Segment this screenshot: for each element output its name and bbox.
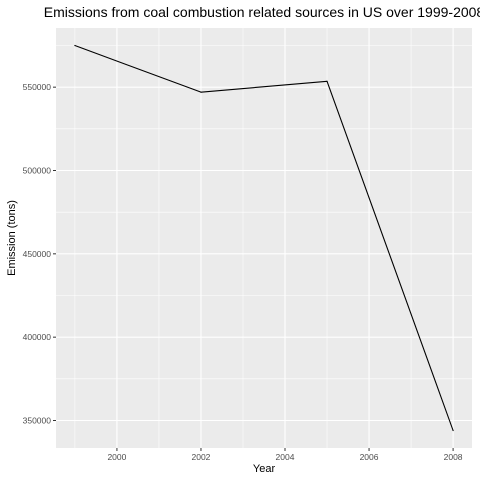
series-line bbox=[74, 44, 454, 431]
y-axis-title: Emission (tons) bbox=[6, 200, 18, 276]
x-tick-label: 2004 bbox=[276, 452, 295, 462]
y-tick-label: 400000 bbox=[23, 332, 52, 342]
x-tick-label: 2000 bbox=[107, 452, 126, 462]
axis-ticks: 2000 2002 2004 2006 2008 350000 400000 450000 50… bbox=[23, 82, 463, 462]
data-point bbox=[74, 44, 76, 47]
y-tick-label: 350000 bbox=[23, 416, 52, 426]
y-tick-label: 450000 bbox=[23, 249, 52, 259]
data-layer bbox=[74, 44, 454, 432]
y-tick-label: 500000 bbox=[23, 166, 52, 176]
data-point bbox=[452, 429, 454, 432]
data-point bbox=[326, 80, 328, 82]
x-tick-label: 2008 bbox=[444, 452, 463, 462]
y-tick-label: 550000 bbox=[23, 82, 52, 92]
chart-title: Emissions from coal combustion related s… bbox=[44, 4, 480, 20]
x-tick-label: 2002 bbox=[192, 452, 211, 462]
x-tick-label: 2006 bbox=[360, 452, 379, 462]
plot-panel bbox=[56, 28, 472, 448]
x-axis-title: Year bbox=[253, 463, 276, 475]
gridlines bbox=[56, 28, 472, 448]
data-point bbox=[200, 91, 202, 93]
